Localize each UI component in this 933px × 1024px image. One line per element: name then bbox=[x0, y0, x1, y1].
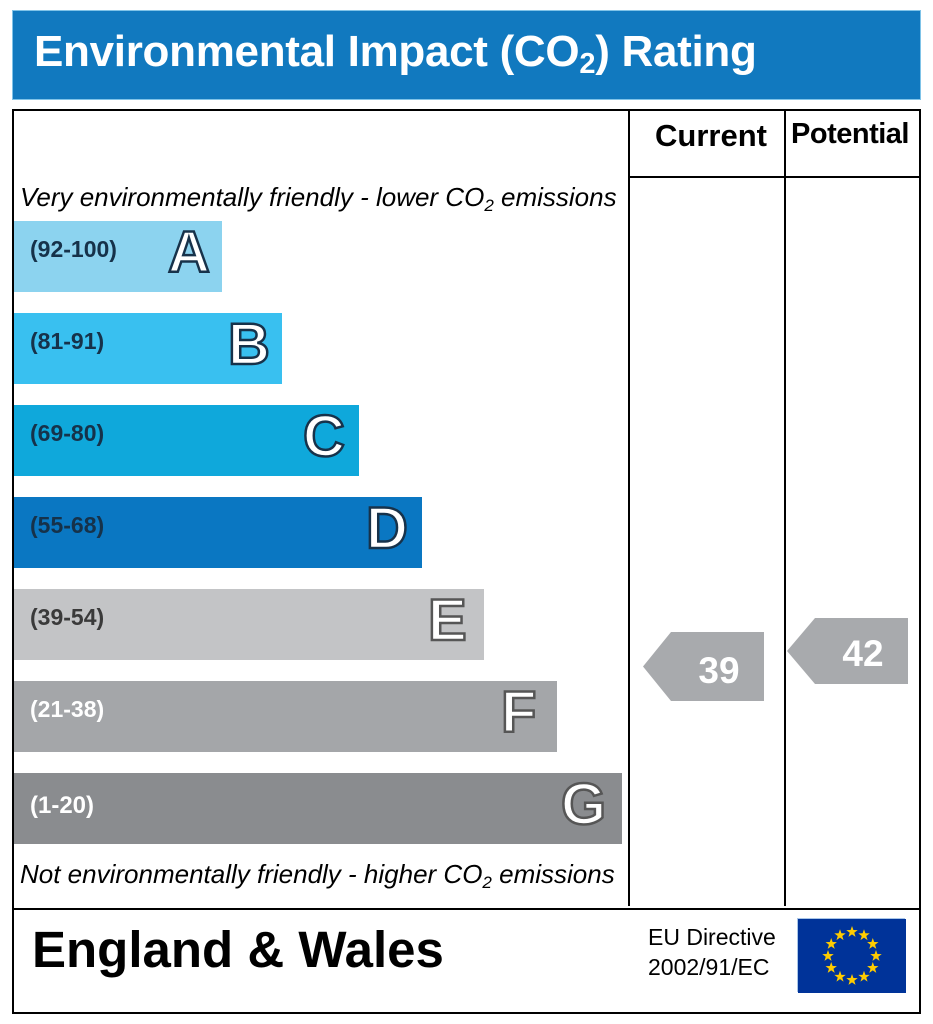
svg-text:42: 42 bbox=[842, 633, 883, 674]
svg-text:39: 39 bbox=[698, 650, 739, 691]
